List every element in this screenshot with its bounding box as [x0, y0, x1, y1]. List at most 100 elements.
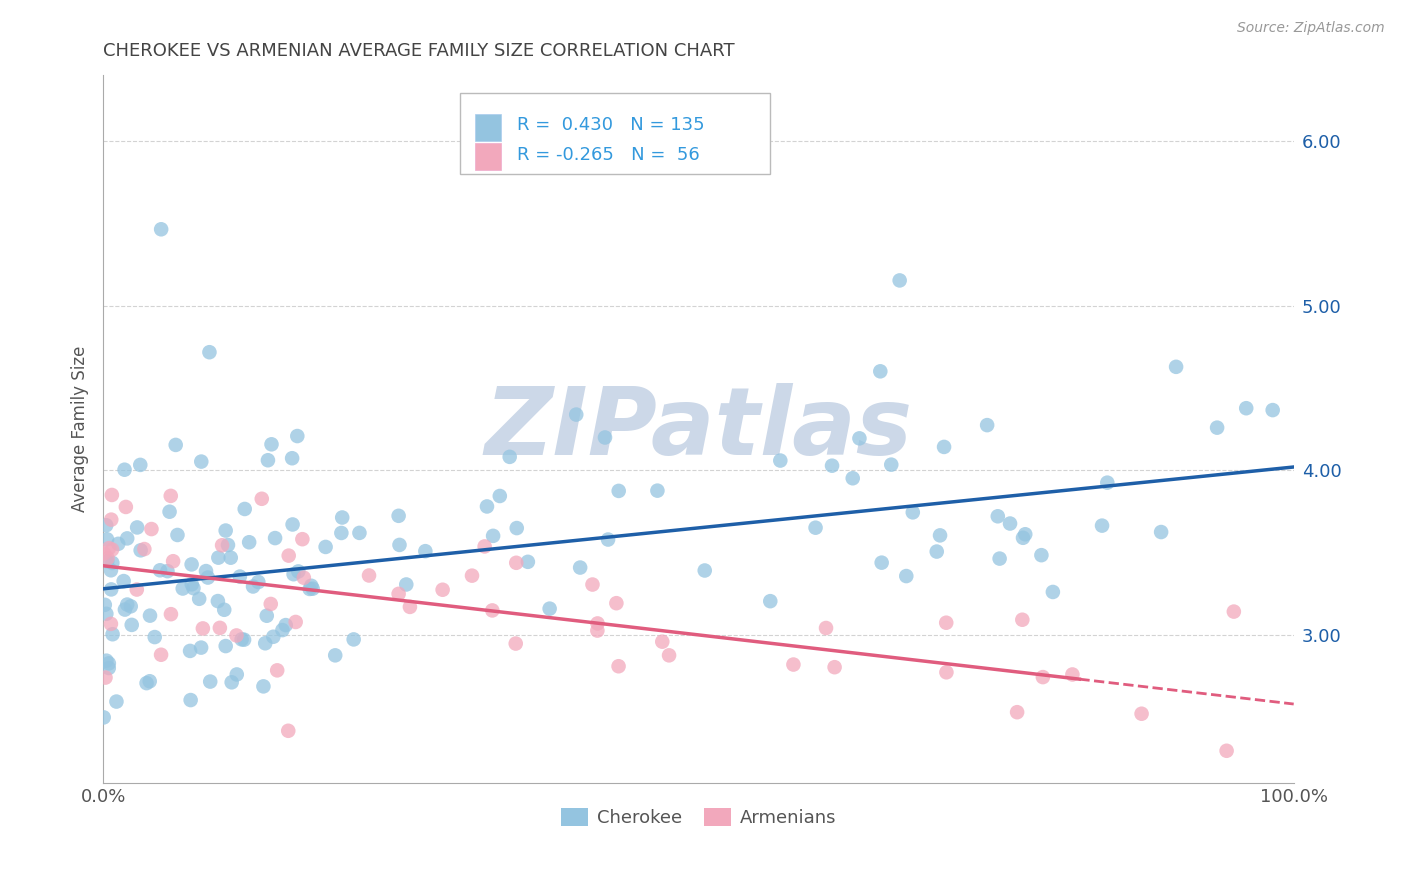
Point [841, 471, 863, 485]
Y-axis label: Average Family Size: Average Family Size [72, 346, 89, 512]
Point [330, 525, 353, 540]
Point [586, 624, 609, 638]
Point [482, 529, 505, 543]
Point [150, 648, 173, 662]
Point [274, 618, 297, 632]
Point [101, 542, 124, 557]
Point [212, 603, 235, 617]
Point [165, 438, 187, 452]
Point [925, 544, 948, 558]
Text: ZIPatlas: ZIPatlas [484, 384, 912, 475]
Point [150, 222, 173, 236]
Point [105, 695, 128, 709]
Point [343, 632, 366, 647]
Point [880, 458, 903, 472]
Point [277, 549, 299, 563]
Point [188, 591, 211, 606]
Point [315, 540, 337, 554]
Point [596, 533, 619, 547]
Point [207, 594, 229, 608]
Point [605, 596, 627, 610]
Point [505, 636, 527, 650]
Point [262, 630, 284, 644]
Point [134, 542, 156, 557]
Point [190, 454, 212, 468]
Point [586, 616, 609, 631]
Bar [475, 113, 501, 141]
Point [162, 554, 184, 568]
Point [93, 546, 115, 560]
Point [97, 661, 120, 675]
Point [229, 569, 252, 583]
Point [100, 513, 122, 527]
Point [97, 657, 120, 671]
Point [172, 582, 194, 596]
Point [257, 453, 280, 467]
Point [1012, 531, 1035, 545]
Point [987, 509, 1010, 524]
Point [870, 556, 893, 570]
Text: Source: ZipAtlas.com: Source: ZipAtlas.com [1237, 21, 1385, 36]
Point [901, 505, 924, 519]
Point [357, 568, 380, 582]
Point [285, 429, 308, 443]
Point [94, 598, 117, 612]
Point [1261, 403, 1284, 417]
Point [225, 628, 247, 642]
Point [929, 528, 952, 542]
Point [215, 524, 238, 538]
Point [323, 648, 346, 663]
Point [538, 601, 561, 615]
Point [100, 582, 122, 597]
Point [569, 560, 592, 574]
Point [287, 565, 309, 579]
Point [693, 564, 716, 578]
Point [932, 440, 955, 454]
Point [782, 657, 804, 672]
Point [96, 607, 118, 621]
Point [475, 500, 498, 514]
Point [266, 664, 288, 678]
Point [388, 587, 411, 601]
Point [1206, 420, 1229, 434]
Point [488, 489, 510, 503]
Point [183, 581, 205, 595]
Point [138, 674, 160, 689]
Point [804, 521, 827, 535]
Point [101, 627, 124, 641]
Point [935, 615, 957, 630]
Point [195, 564, 218, 578]
Point [121, 618, 143, 632]
Point [976, 418, 998, 433]
Point [461, 568, 484, 582]
Point [988, 551, 1011, 566]
Point [565, 408, 588, 422]
Point [301, 582, 323, 596]
Point [759, 594, 782, 608]
Point [159, 505, 181, 519]
Point [415, 544, 437, 558]
Point [129, 458, 152, 472]
Point [388, 538, 411, 552]
Point [198, 345, 221, 359]
Point [769, 453, 792, 467]
Point [219, 550, 242, 565]
Point [217, 538, 239, 552]
Point [208, 621, 231, 635]
Point [96, 518, 118, 533]
Point [101, 488, 124, 502]
Point [935, 665, 957, 680]
Text: R = -0.265   N =  56: R = -0.265 N = 56 [517, 145, 700, 164]
Point [93, 710, 115, 724]
Point [1150, 524, 1173, 539]
FancyBboxPatch shape [460, 93, 770, 174]
Point [233, 502, 256, 516]
Point [388, 508, 411, 523]
Point [607, 659, 630, 673]
Point [215, 639, 238, 653]
Point [100, 616, 122, 631]
Point [821, 458, 844, 473]
Point [1062, 667, 1084, 681]
Point [593, 430, 616, 444]
Point [238, 535, 260, 549]
